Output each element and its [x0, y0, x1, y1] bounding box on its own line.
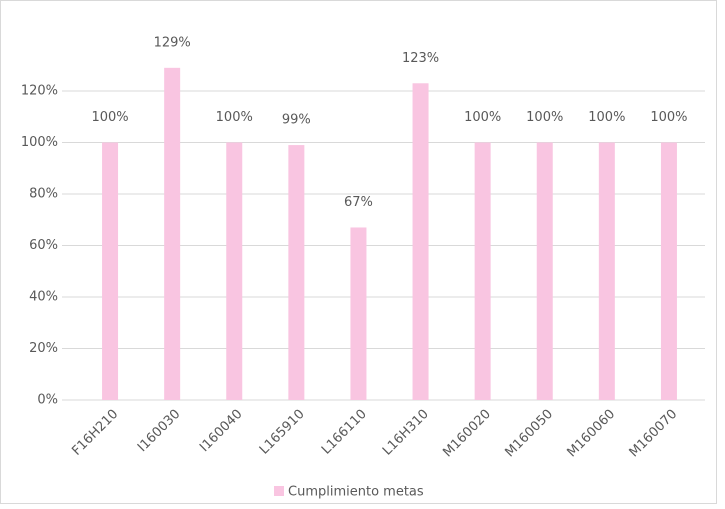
- y-tick-label: 120%: [21, 84, 58, 99]
- data-label: 100%: [464, 110, 501, 125]
- data-label: 100%: [91, 110, 128, 125]
- y-tick-label: 20%: [29, 341, 58, 356]
- legend-label: Cumplimiento metas: [288, 485, 424, 500]
- data-label: 100%: [216, 110, 253, 125]
- bar: [474, 142, 491, 400]
- bar: [350, 227, 367, 400]
- data-label: 67%: [344, 195, 373, 210]
- bar: [598, 142, 615, 400]
- data-label: 123%: [402, 51, 439, 66]
- y-tick-label: 80%: [29, 187, 58, 202]
- data-label: 129%: [154, 35, 191, 50]
- data-label: 100%: [588, 110, 625, 125]
- bar: [536, 142, 553, 400]
- legend-swatch: [274, 486, 284, 496]
- y-tick-label: 40%: [29, 290, 58, 305]
- bar: [102, 142, 119, 400]
- bar: [288, 145, 305, 400]
- bar: [226, 142, 243, 400]
- y-tick-label: 0%: [37, 393, 58, 408]
- y-tick-label: 100%: [21, 135, 58, 150]
- bar: [660, 142, 677, 400]
- bar: [412, 83, 429, 401]
- y-tick-label: 60%: [29, 238, 58, 253]
- bar: [164, 67, 181, 400]
- data-label: 99%: [282, 113, 311, 128]
- data-label: 100%: [526, 110, 563, 125]
- data-label: 100%: [650, 110, 687, 125]
